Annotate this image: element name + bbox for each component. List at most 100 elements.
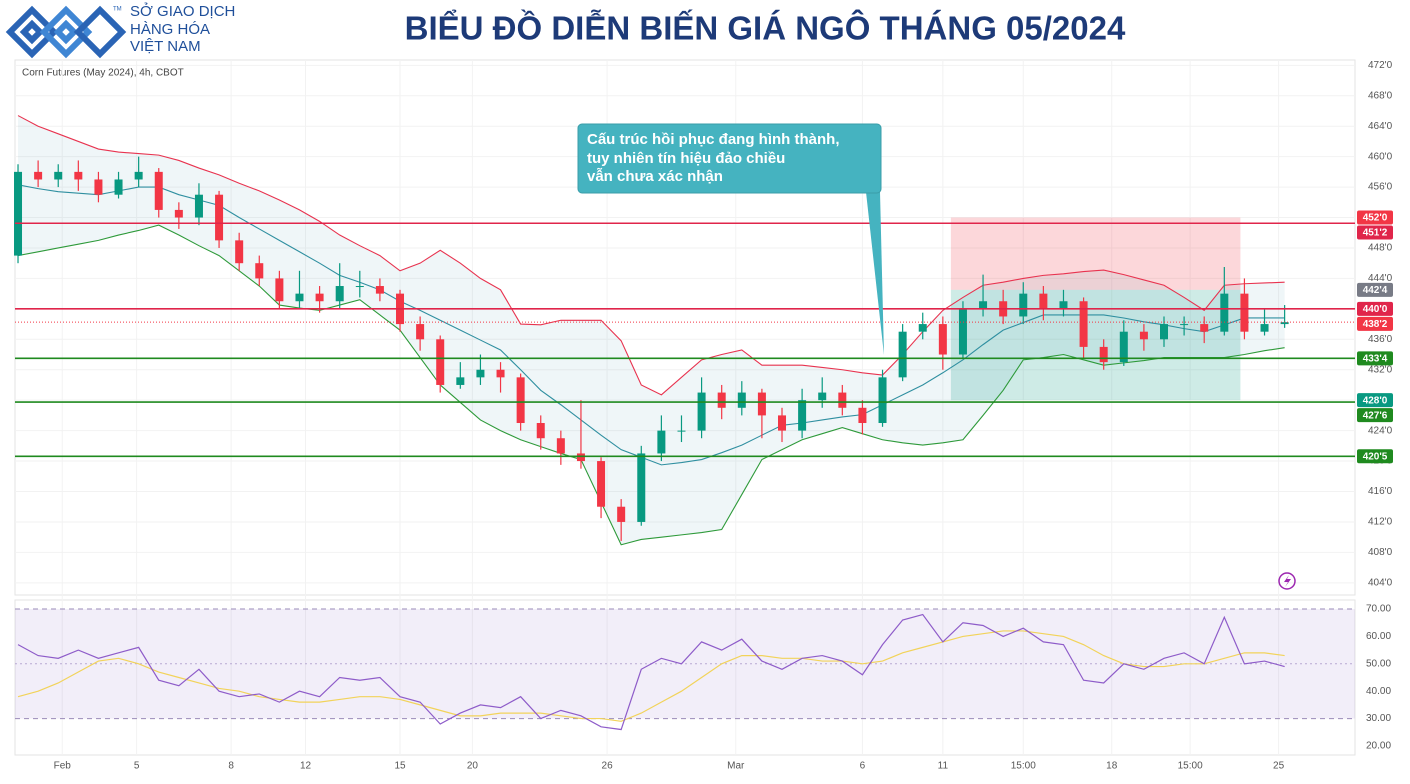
rsi-pane (14, 599, 1356, 756)
price-label-box (1357, 449, 1393, 464)
price-label-box (1357, 301, 1393, 316)
candle-body (737, 392, 746, 408)
candle-body (355, 286, 364, 288)
logo-mark: TM (113, 7, 122, 13)
candle-body (717, 392, 726, 408)
alert-bolt (1284, 575, 1291, 587)
band-middle (17, 184, 1285, 466)
y-tick-label: 464'0 (1368, 121, 1393, 132)
candle-body (898, 331, 907, 378)
annotation-text: Cấu trúc hồi phục đang hình thành, (587, 131, 839, 148)
candle-body (1160, 324, 1169, 340)
x-tick-label: 8 (228, 761, 234, 772)
y-tick-label: 60.00 (1366, 631, 1391, 642)
candle-body (194, 194, 203, 218)
y-tick-label: 456'0 (1368, 182, 1393, 193)
candle-body (275, 278, 284, 302)
candle-body (918, 324, 927, 332)
y-tick-label: 70.00 (1366, 604, 1391, 615)
y-tick-label: 408'0 (1368, 547, 1393, 558)
candle-body (979, 301, 988, 309)
candle-body (1200, 324, 1209, 332)
x-tick-label: 25 (1273, 761, 1285, 772)
price-label: 438'2 (1363, 319, 1388, 330)
candle-body (1099, 346, 1108, 363)
x-tick-label: 18 (1106, 761, 1118, 772)
y-tick-label: 432'0 (1368, 364, 1393, 375)
candle-body (94, 179, 103, 195)
candle-body (436, 339, 445, 385)
candle-body (556, 438, 565, 454)
subtitle: Corn Futures (May 2024), 4h, CBOT (22, 68, 184, 79)
candle-body (516, 377, 525, 424)
price-label-box (1357, 316, 1393, 331)
x-tick-label: 5 (134, 761, 140, 772)
band-fill (18, 115, 1285, 545)
x-tick-label: 15 (394, 761, 406, 772)
candle-body (1180, 324, 1189, 326)
candle-body (858, 407, 867, 424)
y-tick-label: 412'0 (1368, 517, 1393, 528)
annotation-pointer (866, 192, 884, 355)
x-tick-label: Mar (727, 761, 745, 772)
candle-body (677, 430, 686, 432)
y-tick-label: 30.00 (1366, 713, 1391, 724)
candle-body (597, 461, 606, 507)
candle-body (54, 171, 63, 180)
candle-body (34, 171, 43, 180)
candle-body (416, 324, 425, 340)
y-tick-label: 460'0 (1368, 151, 1393, 162)
candle-body (375, 286, 384, 294)
price-pane (14, 59, 1356, 596)
price-label-box (1357, 393, 1393, 408)
logo-text: SỞ GIAO DỊCH (130, 2, 235, 20)
candle-body (456, 377, 465, 385)
logo-icon (73, 5, 127, 59)
candle-body (1019, 293, 1028, 317)
x-tick-label: 6 (860, 761, 866, 772)
price-label: 428'0 (1363, 395, 1388, 406)
price-label: 452'0 (1363, 213, 1388, 224)
candle-body (255, 263, 264, 279)
candle-body (1220, 293, 1229, 332)
title: BIỂU ĐỒ DIỄN BIẾN GIÁ NGÔ THÁNG 05/2024 (405, 9, 1126, 47)
candle-body (697, 392, 706, 431)
x-tick-label: 26 (602, 761, 614, 772)
candle-body (215, 194, 224, 241)
price-label: 440'0 (1363, 304, 1388, 315)
rsi-line (17, 613, 1285, 731)
y-tick-label: 436'0 (1368, 334, 1393, 345)
y-tick-label: 416'0 (1368, 486, 1393, 497)
annotation-text: tuy nhiên tín hiệu đảo chiều (587, 150, 785, 167)
annotation-text: vẫn chưa xác nhận (587, 168, 723, 185)
candle-body (657, 430, 666, 454)
candle-body (757, 392, 766, 416)
price-label: 451'2 (1363, 228, 1388, 239)
x-tick-label: 11 (938, 761, 949, 772)
candle-body (1119, 331, 1128, 363)
candle-body (74, 171, 83, 180)
candle-body (1139, 331, 1148, 340)
price-label: 420'5 (1363, 451, 1388, 462)
y-tick-label: 50.00 (1366, 658, 1391, 669)
candle-body (335, 286, 344, 302)
candle-body (798, 400, 807, 431)
alert-circle (1278, 572, 1296, 590)
band-lower (17, 224, 1285, 546)
x-tick-label: Feb (54, 761, 72, 772)
candle-body (576, 453, 585, 462)
candle-body (1079, 301, 1088, 347)
candle-body (838, 392, 847, 408)
candle-body (536, 423, 545, 439)
y-tick-label: 472'0 (1368, 60, 1393, 71)
candle-body (637, 453, 646, 522)
price-label: 427'6 (1363, 410, 1388, 421)
candle-body (235, 240, 244, 264)
y-tick-label: 444'0 (1368, 273, 1393, 284)
candle-body (1280, 322, 1289, 325)
x-tick-label: 15:00 (1011, 761, 1036, 772)
candle-body (14, 171, 23, 256)
y-tick-label: 404'0 (1368, 577, 1393, 588)
candle-body (154, 171, 163, 210)
